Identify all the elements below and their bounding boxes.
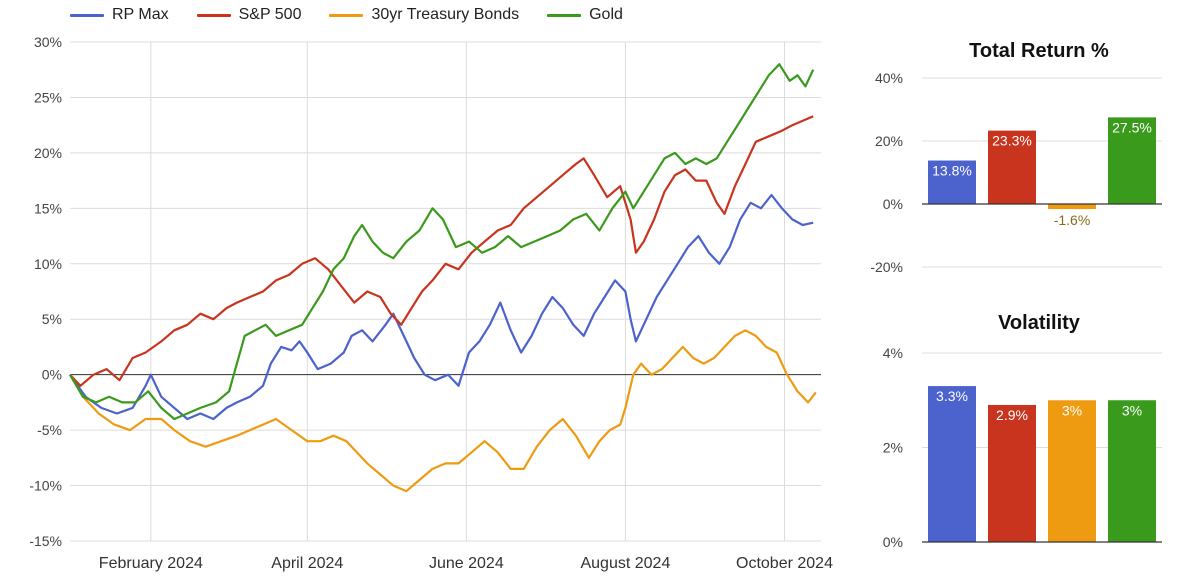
legend-item-treasury[interactable]: 30yr Treasury Bonds bbox=[329, 4, 519, 26]
bar-30yr-treasury-bonds bbox=[1048, 204, 1096, 210]
y-tick-label: 0% bbox=[883, 534, 903, 550]
series-line-30yr-treasury-bonds bbox=[69, 329, 817, 493]
total-return-chart: Total Return % 40% 20% 0% -20% 13.8% 23.3% -1.6… bbox=[870, 40, 1162, 275]
x-tick-label: February 2024 bbox=[99, 555, 203, 572]
y-tick-label: 0% bbox=[42, 367, 62, 383]
legend-label-sp500: S&P 500 bbox=[238, 6, 302, 23]
y-tick-label: 20% bbox=[34, 145, 62, 161]
legend-label-gold: Gold bbox=[589, 6, 623, 23]
series-line-rp-max bbox=[69, 193, 814, 421]
y-tick-label: -15% bbox=[29, 533, 62, 549]
bar-data-label: 3% bbox=[1062, 402, 1082, 418]
y-tick-label: -5% bbox=[37, 422, 62, 438]
bar-s-p-500 bbox=[988, 404, 1036, 542]
y-tick-label: 30% bbox=[34, 34, 62, 50]
y-tick-label: 10% bbox=[34, 256, 62, 272]
bar-data-label: 27.5% bbox=[1112, 119, 1152, 135]
legend-label-treasury: 30yr Treasury Bonds bbox=[371, 6, 520, 23]
legend-swatch-sp500 bbox=[196, 13, 231, 17]
y-tick-label: 40% bbox=[875, 70, 903, 86]
bar-gold bbox=[1108, 117, 1156, 204]
y-tick-label: 15% bbox=[34, 200, 62, 216]
y-tick-label: 4% bbox=[883, 345, 903, 361]
bar-rp-max bbox=[928, 160, 976, 204]
legend-item-gold[interactable]: Gold bbox=[547, 4, 623, 26]
bar-30yr-treasury-bonds bbox=[1048, 400, 1096, 542]
x-tick-label: April 2024 bbox=[271, 555, 343, 572]
legend-item-sp500[interactable]: S&P 500 bbox=[196, 4, 302, 26]
x-tick-label: October 2024 bbox=[736, 555, 833, 572]
chart-title: Volatility bbox=[998, 312, 1081, 334]
bar-data-label: 3% bbox=[1122, 402, 1142, 418]
line-chart: 30% 25% 20% 15% 10% 5% 0% -5% -10% -15% February 2… bbox=[29, 34, 833, 572]
chart-title: Total Return % bbox=[969, 40, 1109, 62]
bar-data-label: -1.6% bbox=[1054, 212, 1091, 228]
volatility-chart: Volatility 4% 2% 0% 3.3% 2.9% 3% 3% bbox=[883, 312, 1162, 550]
legend-swatch-gold bbox=[547, 13, 582, 17]
bar-data-label: 13.8% bbox=[932, 163, 972, 179]
y-tick-label: -20% bbox=[870, 259, 903, 275]
bar-s-p-500 bbox=[988, 130, 1036, 204]
legend-item-rp-max[interactable]: RP Max bbox=[70, 4, 169, 26]
bar-data-label: 23.3% bbox=[992, 133, 1032, 149]
y-tick-label: -10% bbox=[29, 478, 62, 494]
y-tick-label: 5% bbox=[42, 311, 62, 327]
series-line-s-p-500 bbox=[69, 115, 814, 387]
series-line-gold bbox=[69, 63, 815, 421]
legend-swatch-treasury bbox=[329, 13, 364, 17]
y-tick-label: 20% bbox=[875, 133, 903, 149]
y-tick-label: 2% bbox=[883, 440, 903, 456]
bar-gold bbox=[1108, 400, 1156, 542]
chart-legend: RP Max S&P 500 30yr Treasury Bonds Gold bbox=[70, 4, 623, 26]
legend-label-rp-max: RP Max bbox=[112, 6, 169, 23]
y-tick-label: 25% bbox=[34, 89, 62, 105]
bar-data-label: 3.3% bbox=[936, 388, 968, 404]
bar-rp-max bbox=[928, 386, 976, 542]
y-tick-label: 0% bbox=[883, 196, 903, 212]
x-tick-label: August 2024 bbox=[580, 555, 670, 572]
legend-swatch-rp-max bbox=[70, 13, 104, 17]
bar-data-label: 2.9% bbox=[996, 407, 1028, 423]
x-tick-label: June 2024 bbox=[429, 555, 504, 572]
